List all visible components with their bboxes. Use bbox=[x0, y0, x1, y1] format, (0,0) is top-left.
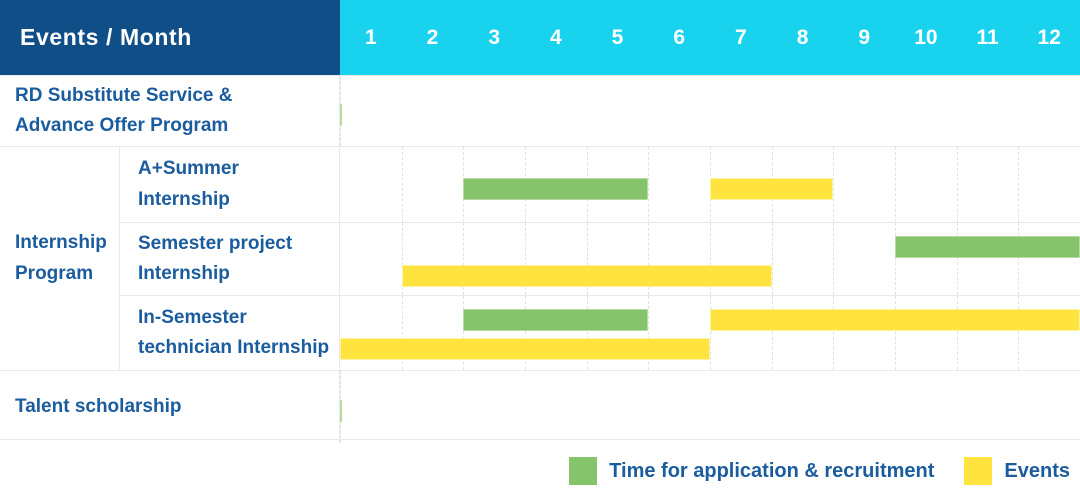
month-gridline bbox=[1018, 296, 1020, 370]
month-gridline bbox=[833, 147, 835, 222]
month-gridline bbox=[401, 296, 403, 370]
header-title-cell: Events / Month bbox=[0, 0, 340, 75]
legend-label-events: Events bbox=[1004, 459, 1070, 482]
month-gridline bbox=[895, 296, 896, 370]
green-gantt-bar bbox=[340, 400, 342, 422]
month-label-9: 9 bbox=[858, 25, 871, 49]
month-gridline bbox=[771, 223, 773, 295]
green-gantt-bar bbox=[895, 236, 1080, 258]
month-gridline bbox=[895, 223, 896, 295]
green-swatch-icon bbox=[569, 457, 598, 485]
green-gantt-bar bbox=[463, 177, 649, 200]
row-cells bbox=[340, 147, 1080, 222]
page-title: Events / Month bbox=[20, 24, 192, 50]
month-gridline bbox=[648, 223, 650, 295]
row-cells bbox=[340, 296, 1080, 370]
row-label-cell: A+Summer Internship bbox=[120, 147, 340, 222]
row-label-cell: RD Substitute Service & Advance Offer Pr… bbox=[0, 76, 340, 146]
month-gridline bbox=[401, 147, 403, 222]
row-label-cell: In-Semester technician Internship bbox=[120, 296, 340, 370]
month-label-1: 1 bbox=[364, 25, 377, 49]
month-gridline bbox=[833, 223, 835, 295]
yellow-gantt-bar bbox=[401, 265, 772, 287]
month-gridline bbox=[586, 296, 588, 370]
row-label-cell: Talent scholarship bbox=[0, 371, 340, 443]
table-row: A+Summer Internship bbox=[120, 147, 1080, 222]
table-row: Talent scholarship bbox=[0, 371, 342, 443]
legend-label-application: Time for application & recruitment bbox=[609, 459, 935, 482]
month-gridline bbox=[895, 147, 896, 222]
yellow-swatch-icon bbox=[964, 457, 993, 485]
row-group: Internship Program A+Summer Internship Sem… bbox=[0, 146, 1080, 370]
month-gridline bbox=[525, 296, 526, 370]
month-gridline bbox=[463, 223, 465, 295]
month-gridline bbox=[833, 296, 835, 370]
month-gridline bbox=[956, 296, 958, 370]
yellow-gantt-bar bbox=[710, 309, 1080, 331]
month-gridline bbox=[525, 223, 526, 295]
month-label-4: 4 bbox=[550, 25, 562, 49]
month-gridline bbox=[956, 147, 958, 222]
month-gridline bbox=[401, 223, 403, 295]
month-header-row: 1 2 3 4 5 6 7 8 9 10 11 12 bbox=[340, 0, 1080, 75]
month-label-10: 10 bbox=[914, 25, 938, 49]
green-gantt-bar bbox=[463, 309, 649, 331]
month-gridline bbox=[771, 296, 773, 370]
table-header: Events / Month 1 2 3 4 5 6 7 8 9 10 11 12 bbox=[0, 0, 1080, 75]
month-gridline bbox=[1018, 223, 1020, 295]
month-label-3: 3 bbox=[488, 25, 501, 49]
month-gridline bbox=[710, 223, 711, 295]
yellow-gantt-bar bbox=[340, 338, 710, 360]
month-label-6: 6 bbox=[673, 25, 686, 49]
month-label-8: 8 bbox=[796, 25, 809, 49]
row-group: RD Substitute Service & Advance Offer Pr… bbox=[0, 75, 1080, 146]
table-row: In-Semester technician Internship bbox=[120, 295, 1080, 370]
month-gridline bbox=[648, 147, 650, 222]
yellow-gantt-bar bbox=[710, 177, 834, 200]
legend: Time for application & recruitment Event… bbox=[569, 457, 1070, 485]
table-row: RD Substitute Service & Advance Offer Pr… bbox=[0, 76, 342, 146]
row-group: Talent scholarship bbox=[0, 370, 1080, 443]
green-gantt-bar bbox=[340, 104, 342, 126]
month-gridline bbox=[956, 223, 958, 295]
month-label-7: 7 bbox=[735, 25, 747, 49]
month-gridline bbox=[586, 223, 588, 295]
row-label-cell: Semester project Internship bbox=[120, 223, 340, 295]
month-label-12: 12 bbox=[1037, 25, 1061, 49]
table-row: Semester project Internship bbox=[120, 222, 1080, 295]
month-gridline bbox=[710, 296, 711, 370]
legend-item-application: Time for application & recruitment bbox=[569, 457, 934, 485]
month-label-2: 2 bbox=[426, 25, 439, 49]
month-label-5: 5 bbox=[611, 25, 624, 49]
legend-item-events: Events bbox=[964, 457, 1070, 485]
group-label-cell: Internship Program bbox=[0, 147, 120, 370]
month-gridline bbox=[1018, 147, 1020, 222]
month-label-11: 11 bbox=[976, 25, 999, 49]
gantt-grid: RD Substitute Service & Advance Offer Pr… bbox=[0, 75, 1080, 443]
row-cells bbox=[340, 223, 1080, 295]
month-gridline bbox=[463, 296, 465, 370]
group-rows: A+Summer Internship Semester project Inte… bbox=[120, 147, 1080, 370]
month-gridline bbox=[648, 296, 650, 370]
